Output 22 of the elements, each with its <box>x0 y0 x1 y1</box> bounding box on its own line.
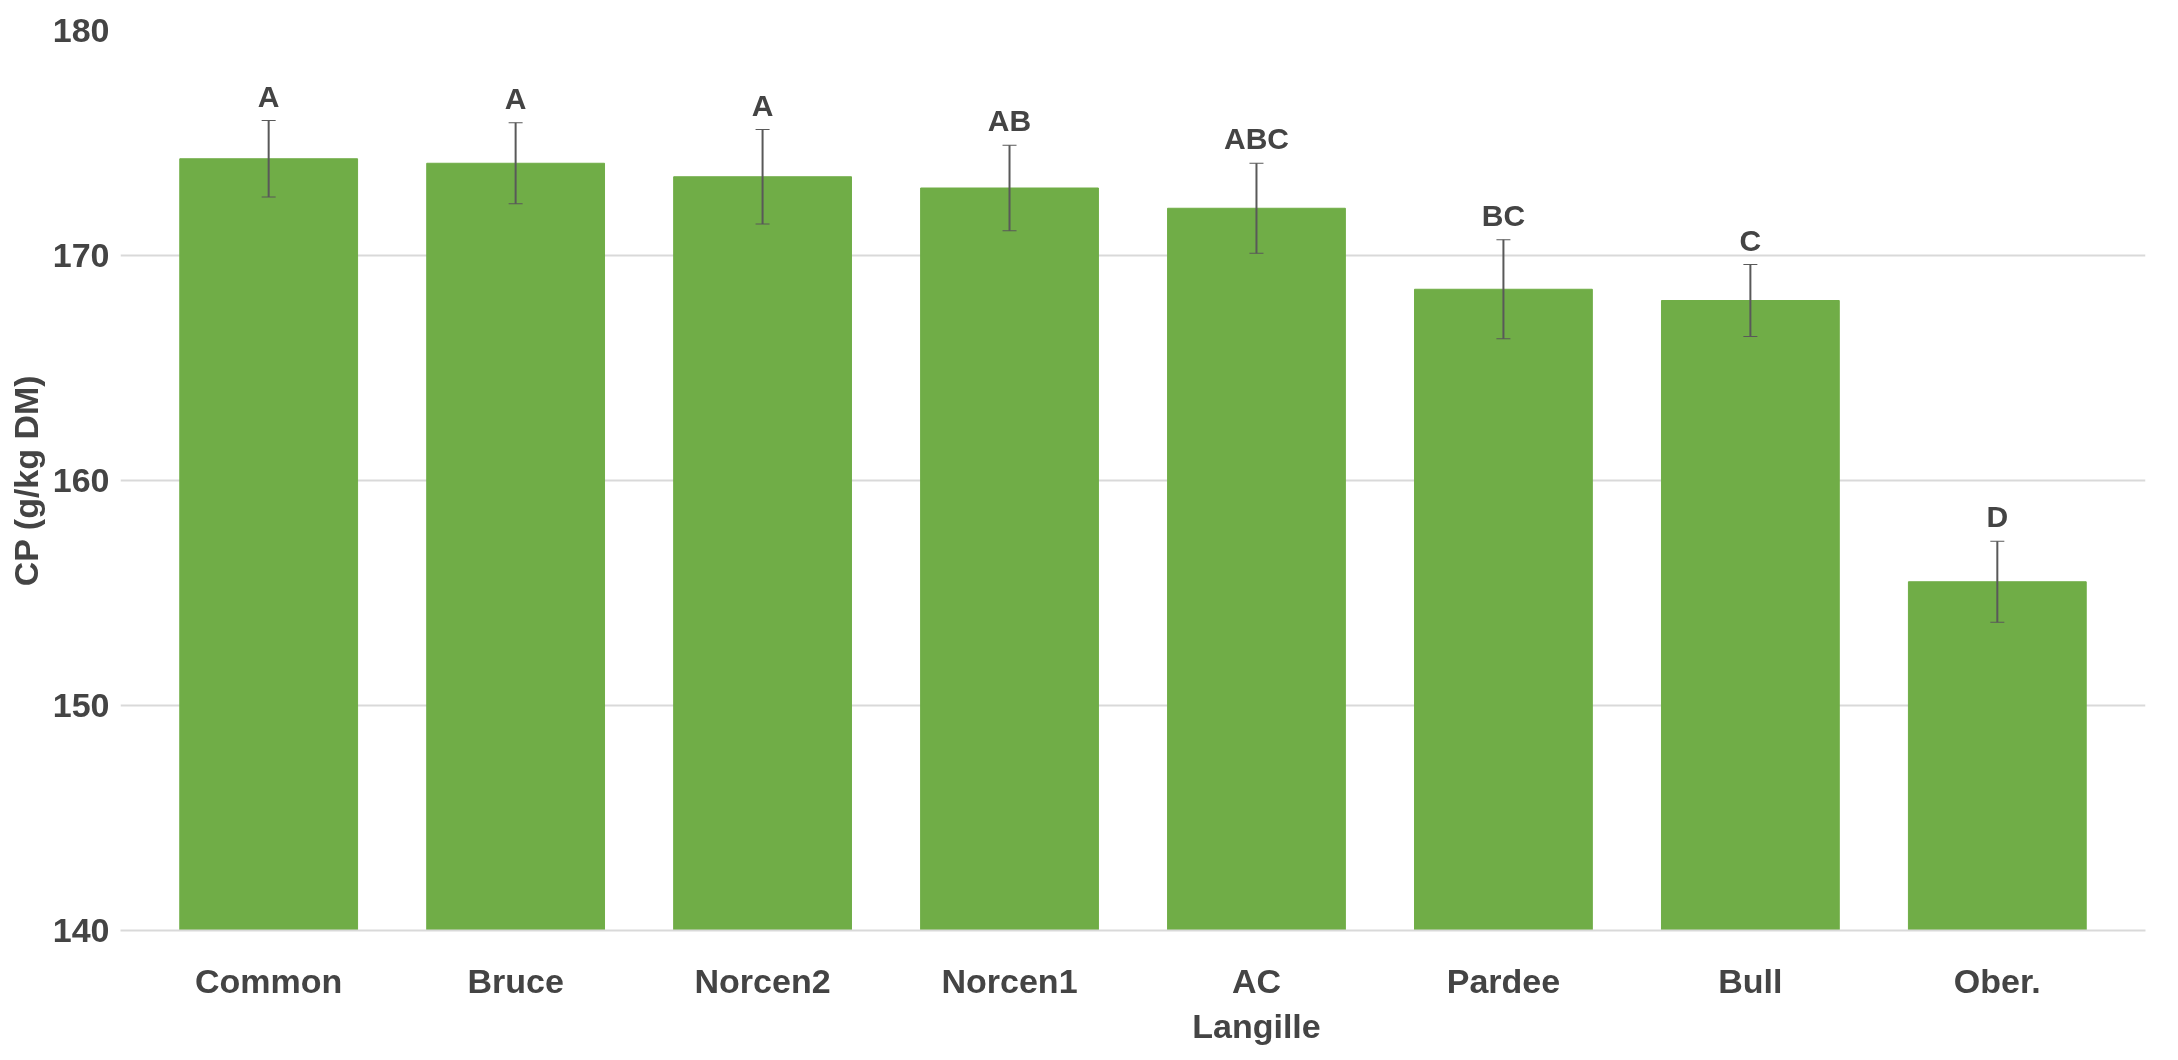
annotation: ABC <box>1223 122 1289 156</box>
x-tick-label: Bruce <box>467 961 564 1000</box>
annotation: A <box>751 88 774 122</box>
x-tick-label: Norcen2 <box>694 961 831 1000</box>
annotation: BC <box>1481 198 1526 232</box>
x-tick-label: Norcen1 <box>941 961 1078 1000</box>
x-tick-label: Pardee <box>1446 961 1561 1000</box>
x-tick-label: Bull <box>1718 961 1783 1000</box>
annotation: D <box>1986 500 2009 534</box>
y-tick-label: 160 <box>52 461 110 499</box>
y-tick-label: 170 <box>52 236 110 274</box>
y-axis-title: CP (g/kg DM) <box>6 375 45 587</box>
annotation: AB <box>987 104 1032 138</box>
annotation: C <box>1739 223 1762 257</box>
x-tick-label: Common <box>195 961 343 1000</box>
y-tick-label: 180 <box>52 11 110 49</box>
y-tick-label: 140 <box>52 911 110 949</box>
y-tick-label: 150 <box>52 686 110 724</box>
annotation: A <box>504 81 527 115</box>
x-tick-label: AC Langille <box>1192 961 1321 1046</box>
x-tick-label: Ober. <box>1953 961 2041 1000</box>
annotation: A <box>257 79 280 113</box>
